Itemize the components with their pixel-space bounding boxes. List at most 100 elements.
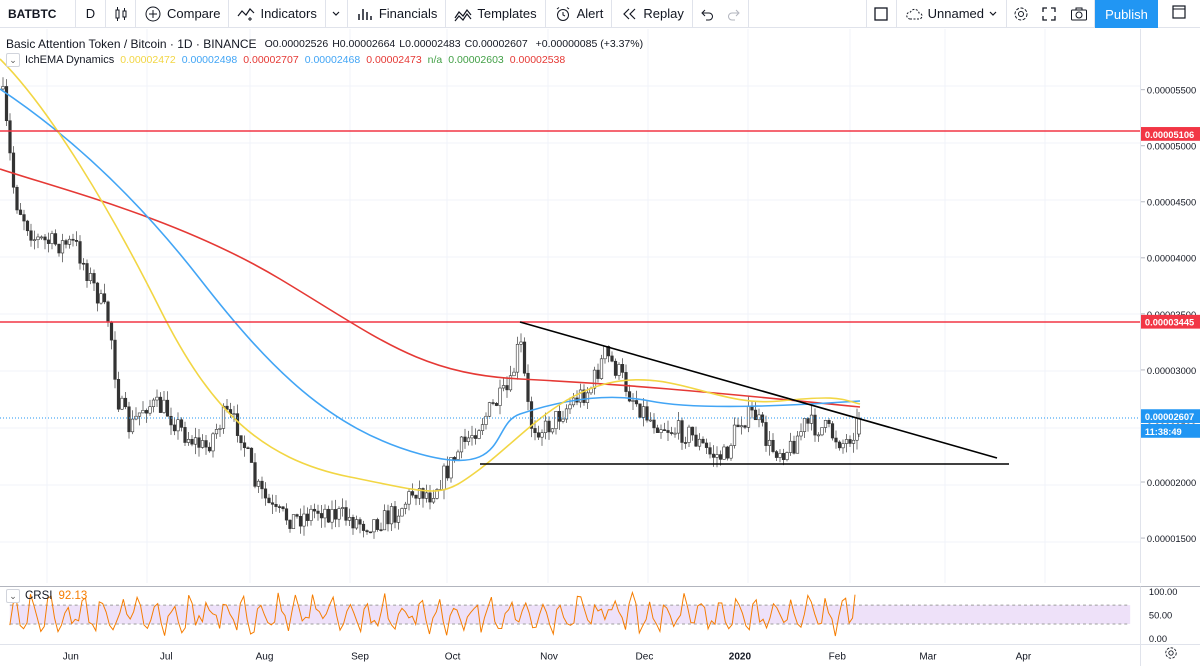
candle-body bbox=[421, 488, 425, 499]
candle-body bbox=[113, 339, 117, 380]
candle-body bbox=[697, 438, 702, 447]
financials-button[interactable]: Financials bbox=[348, 0, 447, 28]
candle-body bbox=[333, 509, 338, 520]
candle-body bbox=[88, 273, 93, 281]
candle-body bbox=[715, 454, 719, 458]
crsi-scale[interactable]: 100.00 50.00 0.00 bbox=[1140, 586, 1200, 644]
alert-label: Alert bbox=[576, 6, 604, 21]
collapse-crsi-button[interactable]: ⌄ bbox=[6, 589, 20, 603]
candle-body bbox=[169, 415, 173, 426]
candle-body bbox=[337, 508, 341, 520]
candle-body bbox=[32, 239, 37, 242]
candle-body bbox=[67, 238, 72, 245]
publish-button[interactable]: Publish bbox=[1095, 0, 1158, 28]
time-tick-label: Mar bbox=[919, 651, 937, 662]
candle-body bbox=[547, 420, 551, 433]
crsi-tick-label: 50.00 bbox=[1149, 610, 1172, 620]
window-icon bbox=[1171, 4, 1187, 25]
candle-body bbox=[344, 507, 348, 521]
chart-type-button[interactable] bbox=[106, 0, 136, 28]
candle-body bbox=[459, 436, 464, 453]
candle-body bbox=[375, 519, 380, 530]
candle-body bbox=[641, 406, 646, 418]
candle-body bbox=[319, 513, 324, 519]
candle-body bbox=[102, 293, 107, 303]
candle-body bbox=[11, 152, 16, 188]
symbol-label: BATBTC bbox=[8, 6, 57, 21]
indicator-value: 0.00002468 bbox=[304, 54, 361, 66]
candle-body bbox=[382, 510, 387, 531]
indicators-dropdown-button[interactable] bbox=[326, 0, 348, 28]
symbol-search-button[interactable]: BATBTC bbox=[0, 0, 76, 28]
candle-body bbox=[529, 401, 534, 429]
time-tick-label: Sep bbox=[351, 651, 369, 662]
candle-body bbox=[508, 375, 513, 391]
candle-body bbox=[326, 508, 331, 523]
candle-body bbox=[211, 433, 215, 452]
candle-body bbox=[277, 506, 282, 508]
candle-body bbox=[340, 507, 345, 509]
candle-body bbox=[739, 425, 744, 428]
candle-body bbox=[494, 402, 499, 406]
price-chart[interactable] bbox=[0, 29, 1140, 583]
maximize-panel-button[interactable] bbox=[1158, 0, 1200, 28]
fullscreen-button[interactable] bbox=[1035, 0, 1063, 28]
candle-body bbox=[29, 230, 33, 241]
candle-body bbox=[718, 454, 723, 460]
interval-button[interactable]: D bbox=[76, 0, 106, 28]
collapse-legend-button[interactable]: ⌄ bbox=[6, 53, 20, 67]
candle-body bbox=[379, 529, 383, 531]
candle-body bbox=[309, 508, 313, 521]
candle-body bbox=[743, 425, 747, 428]
candle-body bbox=[25, 220, 30, 232]
candle-body bbox=[365, 530, 369, 533]
candle-body bbox=[179, 419, 184, 428]
candle-body bbox=[820, 427, 824, 436]
candle-body bbox=[260, 480, 264, 490]
candle-body bbox=[165, 399, 170, 417]
crsi-chart[interactable] bbox=[0, 586, 1140, 644]
multi-layout-button[interactable] bbox=[865, 0, 896, 28]
templates-button[interactable]: Templates bbox=[446, 0, 546, 28]
candle-body bbox=[592, 369, 597, 389]
candle-body bbox=[193, 437, 198, 445]
price-scale[interactable]: 0.00005500 0.00005000 0.00004500 0.00004000… bbox=[1140, 29, 1200, 583]
candle-body bbox=[242, 442, 247, 449]
candle-body bbox=[81, 262, 86, 265]
candle-body bbox=[806, 418, 810, 424]
indicators-button[interactable]: Indicators bbox=[229, 0, 326, 28]
alert-button[interactable]: Alert bbox=[546, 0, 613, 28]
candle-body bbox=[722, 446, 726, 460]
replay-button[interactable]: Replay bbox=[612, 0, 693, 28]
time-tick-label: Dec bbox=[636, 651, 654, 662]
candle-body bbox=[834, 437, 838, 443]
settings-button[interactable] bbox=[1007, 0, 1035, 28]
candle-body bbox=[487, 402, 492, 417]
price-label-box bbox=[1141, 314, 1200, 329]
candle-body bbox=[4, 86, 9, 122]
plus-circle-icon bbox=[144, 5, 162, 23]
alarm-clock-icon bbox=[554, 5, 572, 23]
undo-button[interactable] bbox=[693, 0, 721, 28]
candle-body bbox=[92, 273, 96, 284]
chart-settings-corner[interactable] bbox=[1140, 644, 1200, 666]
candle-body bbox=[445, 465, 450, 479]
indicator-value: 0.00002498 bbox=[181, 54, 238, 66]
candle-body bbox=[274, 504, 278, 507]
candle-body bbox=[809, 414, 814, 424]
candle-body bbox=[701, 438, 705, 444]
candle-body bbox=[617, 364, 621, 376]
candle-body bbox=[225, 405, 229, 410]
redo-button[interactable] bbox=[721, 0, 749, 28]
candle-body bbox=[316, 510, 320, 514]
compare-button[interactable]: Compare bbox=[136, 0, 230, 28]
time-axis[interactable]: Jun Jul Aug Sep Oct Nov Dec 2020 Feb Mar Apr bbox=[0, 644, 1140, 666]
candle-body bbox=[753, 409, 758, 421]
candle-body bbox=[631, 400, 635, 402]
layout-name-button[interactable]: Unnamed bbox=[895, 0, 1007, 28]
candle-body bbox=[554, 411, 558, 430]
snapshot-button[interactable] bbox=[1063, 0, 1095, 28]
candle-body bbox=[232, 413, 236, 415]
candle-body bbox=[596, 369, 600, 379]
candle-body bbox=[498, 387, 502, 406]
